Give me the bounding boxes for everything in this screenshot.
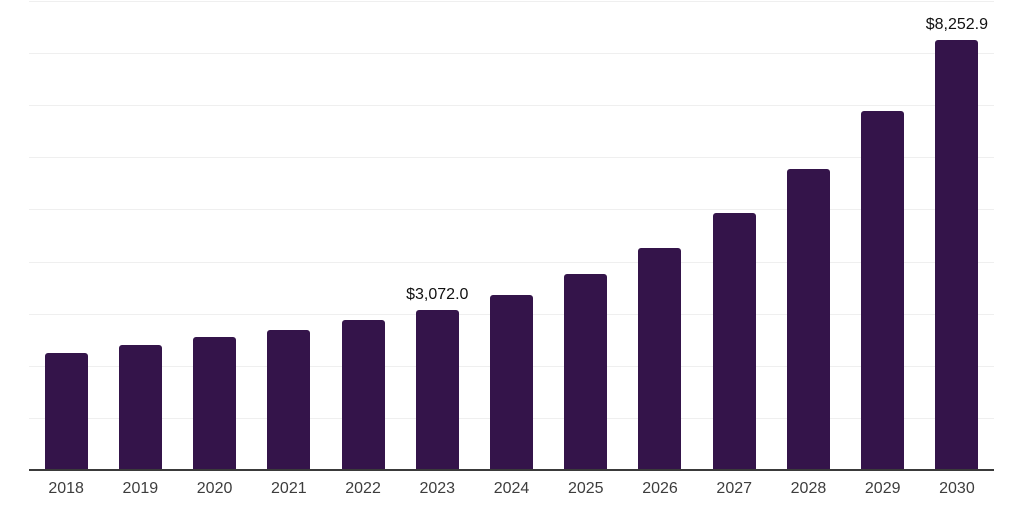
gridline: [29, 1, 994, 2]
bar-2023: [415, 309, 459, 470]
bar-slot-2021: [252, 1, 326, 470]
bar-2030: [935, 39, 979, 470]
bar-2027: [712, 212, 756, 470]
bar-2022: [341, 319, 385, 470]
bar-slot-2019: [103, 1, 177, 470]
gridline: [29, 261, 994, 263]
x-axis-label-2027: 2027: [716, 480, 753, 497]
gridline: [29, 209, 994, 211]
gridline: [29, 105, 994, 107]
x-axis-label-2023: 2023: [419, 480, 456, 497]
x-axis-label-2029: 2029: [864, 480, 901, 497]
bar-2019: [118, 345, 162, 470]
bar-slot-2024: [474, 1, 548, 470]
x-axis-label-2030: 2030: [939, 480, 975, 497]
data-label-2030: $8,252.9: [925, 15, 989, 33]
bar-slot-2026: [623, 1, 697, 470]
bar-slot-2027: [697, 1, 771, 470]
x-axis-label-2026: 2026: [642, 480, 678, 497]
gridline: [29, 53, 994, 55]
x-axis-label-2024: 2024: [493, 480, 530, 497]
bar-2028: [786, 169, 830, 470]
bar-2018: [44, 353, 88, 470]
bar-slot-2020: [177, 1, 251, 470]
x-axis-labels: 2018 2019 2020 2021 2022 2023 2024 2025 2026 2027…: [29, 481, 994, 497]
bar-slot-2030: [920, 1, 994, 470]
x-axis-label-2022: 2022: [345, 480, 381, 497]
x-axis-label-2028: 2028: [790, 480, 827, 497]
bar-slot-2022: [326, 1, 400, 470]
bars-layer: [29, 1, 994, 470]
x-axis-label-2025: 2025: [567, 480, 604, 497]
x-axis-label-2018: 2018: [48, 480, 84, 497]
bar-2026: [638, 247, 682, 470]
x-axis-line: [29, 469, 994, 471]
plot-area: $3,072.0 $8,252.9: [29, 1, 994, 471]
bar-slot-2025: [549, 1, 623, 470]
bar-slot-2028: [771, 1, 845, 470]
bar-2025: [564, 274, 608, 470]
data-label-2023: $3,072.0: [406, 285, 469, 303]
x-axis-label-2019: 2019: [122, 480, 159, 497]
bar-slot-2023: [400, 1, 474, 470]
bar-slot-2029: [846, 1, 920, 470]
bar-slot-2018: [29, 1, 103, 470]
bar-2029: [861, 111, 905, 470]
x-axis-label-2021: 2021: [271, 480, 307, 497]
bar-2020: [193, 337, 237, 470]
gridline: [29, 157, 994, 159]
bar-2024: [490, 295, 534, 470]
bar-2021: [267, 330, 311, 470]
x-axis-label-2020: 2020: [196, 480, 233, 497]
